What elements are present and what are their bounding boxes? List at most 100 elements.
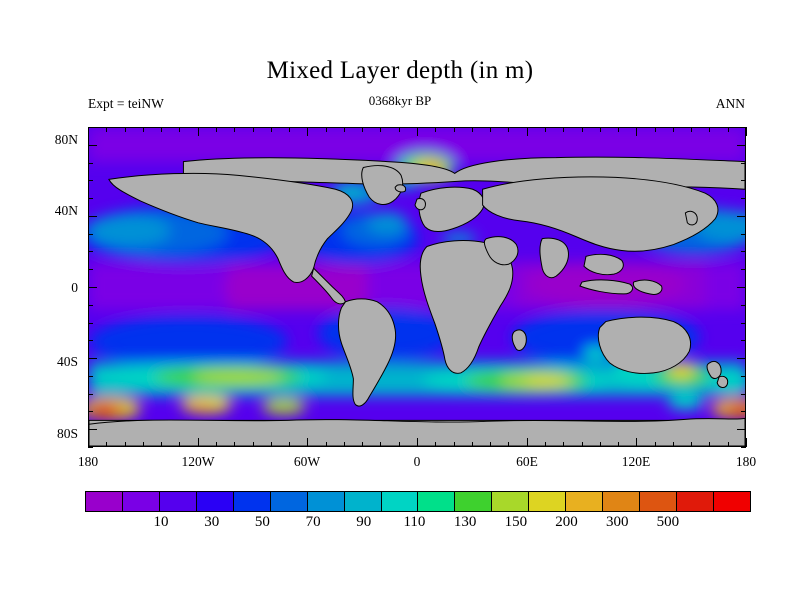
x-tick-mark <box>398 442 400 447</box>
x-tick-mark-top <box>417 127 418 136</box>
colorbar-cell-15 <box>640 492 677 511</box>
y-tick-mark-right <box>737 287 746 288</box>
colorbar-label-110: 110 <box>403 514 426 530</box>
y-tick-mark-right <box>741 411 746 413</box>
colorbar-label-150: 150 <box>504 514 528 530</box>
x-tick-mark-top <box>307 127 309 136</box>
x-tick-mark-top <box>142 127 144 132</box>
x-tick-mark-top <box>88 127 89 136</box>
x-tick-mark <box>179 442 181 447</box>
x-tick-mark <box>88 438 89 447</box>
x-tick-mark <box>307 438 309 447</box>
x-tick-mark-top <box>453 127 455 132</box>
y-tick-0: 0 <box>71 280 78 295</box>
colorbar-label-90: 90 <box>356 514 372 530</box>
colorbar-cell-10 <box>455 492 493 511</box>
y-tick-mark-right <box>741 162 746 164</box>
x-tick-mark-top <box>490 127 492 132</box>
x-tick-mark <box>124 442 126 447</box>
landmass-layer <box>89 156 745 446</box>
colorbar-cell-8 <box>381 492 419 511</box>
colorbar-label-300: 300 <box>605 514 629 530</box>
x-tick-mark-top <box>727 127 729 132</box>
experiment-label: Expt = teiNW <box>88 96 164 111</box>
x-tick-mark <box>672 442 674 447</box>
world-map-heatmap <box>89 128 745 446</box>
x-tick-mark <box>508 442 510 447</box>
x-tick-mark-top <box>289 127 291 132</box>
y-tick-80n: 80N <box>54 132 78 147</box>
colorbar-cell-12 <box>529 492 567 511</box>
x-tick-mark <box>636 438 638 447</box>
x-tick-mark <box>581 442 583 447</box>
x-tick-mark-top <box>544 127 546 132</box>
y-tick-40s: 40S <box>56 354 78 369</box>
x-tick-mark <box>691 442 693 447</box>
x-tick-60e: 60E <box>516 454 538 469</box>
y-tick-mark-right <box>741 180 746 182</box>
x-tick-mark <box>490 442 492 447</box>
colorbar-label-200: 200 <box>555 514 578 530</box>
x-tick-mark <box>654 442 656 447</box>
colorbar-cell-9 <box>418 492 456 511</box>
map-plot-area <box>88 127 746 447</box>
x-tick-mark <box>343 442 345 447</box>
x-tick-mark-top <box>709 127 711 132</box>
page-title: Mixed Layer depth (in m) <box>266 57 534 84</box>
x-tick-mark-top <box>362 127 364 132</box>
colorbar-cell-7 <box>344 492 382 511</box>
x-tick-mark-top <box>252 127 254 132</box>
y-tick-80s: 80S <box>56 426 78 441</box>
y-tick-mark <box>88 322 93 324</box>
x-tick-mark-top <box>106 127 108 132</box>
y-tick-mark <box>88 304 93 306</box>
y-tick-mark-right <box>741 375 746 377</box>
colorbar-cell-3 <box>196 492 234 511</box>
x-tick-mark <box>526 438 528 447</box>
y-tick-mark <box>88 393 93 395</box>
y-tick-mark-right <box>741 251 746 253</box>
x-tick-mark <box>234 442 236 447</box>
y-tick-mark <box>88 358 97 360</box>
y-tick-mark-right <box>741 198 746 200</box>
x-tick-mark <box>417 438 418 447</box>
x-tick-mark-top <box>691 127 693 132</box>
y-tick-mark-right <box>737 429 746 431</box>
x-tick-mark <box>453 442 455 447</box>
x-tick-mark-top <box>636 127 638 136</box>
colorbar <box>85 491 751 512</box>
x-tick-mark <box>142 442 144 447</box>
y-tick-mark <box>88 340 93 342</box>
x-tick-mark <box>362 442 364 447</box>
x-tick-mark <box>252 442 254 447</box>
colorbar-cell-1 <box>122 492 160 511</box>
y-tick-mark-right <box>741 393 746 395</box>
y-tick-mark-right <box>737 144 746 146</box>
x-tick-0: 0 <box>413 454 421 469</box>
x-tick-mark <box>599 442 601 447</box>
x-tick-mark <box>471 442 473 447</box>
colorbar-cell-0 <box>86 492 123 511</box>
x-tick-mark-top <box>746 127 747 136</box>
y-tick-mark-right <box>741 127 746 128</box>
y-tick-mark <box>88 287 97 288</box>
colorbar-label-70: 70 <box>305 514 321 530</box>
colorbar-cell-16 <box>677 492 714 511</box>
x-tick-mark-top <box>471 127 473 132</box>
colorbar-label-30: 30 <box>204 514 220 530</box>
x-tick-mark <box>618 442 620 447</box>
x-tick-mark <box>563 442 565 447</box>
y-tick-mark <box>88 411 93 413</box>
y-tick-40n: 40N <box>54 203 78 218</box>
x-tick-mark <box>709 442 711 447</box>
season-label: ANN <box>715 96 745 111</box>
x-tick-mark-top <box>380 127 382 132</box>
x-tick-mark <box>270 442 272 447</box>
y-tick-mark <box>88 447 93 448</box>
x-tick-180w: 180 <box>77 454 99 469</box>
colorbar-cell-6 <box>307 492 345 511</box>
x-tick-mark-top <box>526 127 528 136</box>
colorbar-cell-11 <box>492 492 530 511</box>
x-tick-mark <box>289 442 291 447</box>
